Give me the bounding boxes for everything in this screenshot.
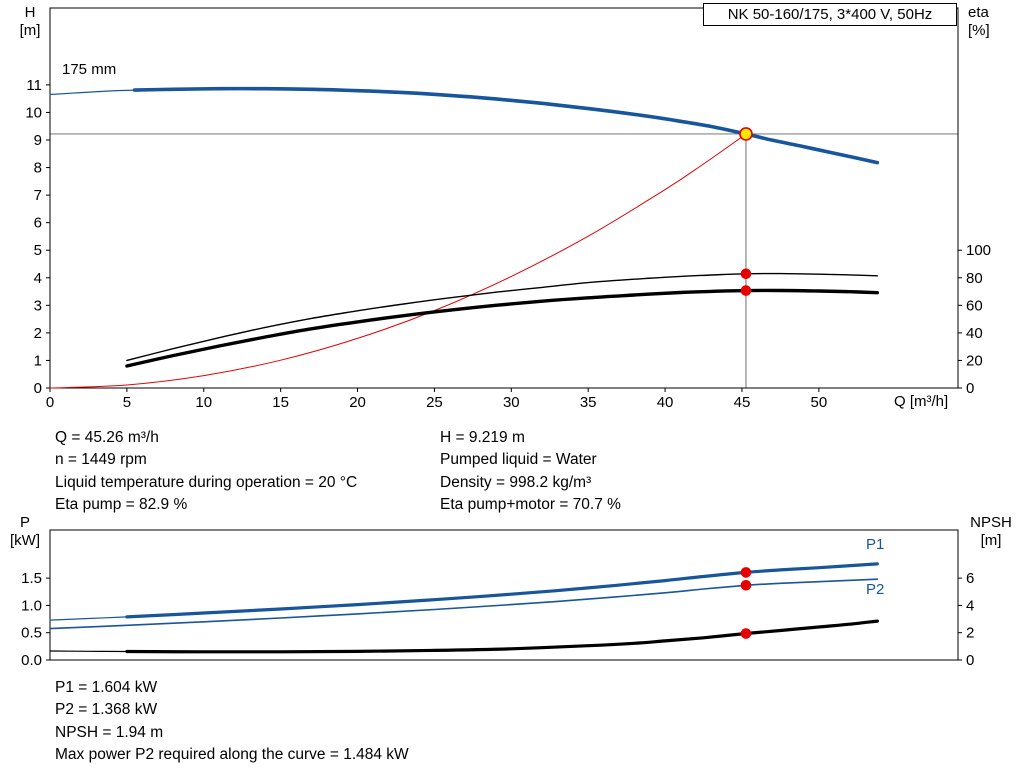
eta-pump-marker — [740, 268, 752, 280]
npsh-axis-label: NPSH [m] — [962, 514, 1020, 550]
y-right-tick-label: 4 — [966, 597, 974, 614]
npsh-marker — [740, 628, 752, 639]
y-left-tick-label: 3 — [34, 297, 42, 314]
y-right-tick-label: 100 — [966, 242, 991, 259]
y-right-tick-label: 80 — [966, 270, 983, 287]
head-curve-175mm — [132, 86, 880, 165]
liquid-temperature-text: Liquid temperature during operation = 20… — [55, 473, 358, 491]
y-left-tick-label: 0.5 — [21, 625, 42, 642]
pumped-liquid-text: Pumped liquid = Water — [440, 451, 597, 469]
y-left-tick-label: 11 — [26, 77, 42, 94]
p-axis-label-symbol: P — [19, 514, 30, 531]
npsh-curve-lead — [49, 650, 128, 653]
y-right-tick-label: 0 — [966, 380, 974, 397]
p1-curve-label: P1 — [866, 536, 885, 553]
x-tick-label: 15 — [272, 394, 289, 411]
y-left-tick-label: 5 — [34, 242, 42, 259]
h-axis-label-symbol: H — [24, 4, 36, 21]
x-tick-label: 20 — [349, 394, 366, 411]
p1-marker — [740, 567, 752, 578]
duty-head-text: H = 9.219 m — [440, 429, 525, 446]
y-left-tick-label: 0 — [34, 380, 42, 397]
y-left-tick-label: 8 — [34, 160, 42, 177]
y-left-tick-label: 6 — [34, 215, 42, 232]
npsh-curve — [125, 619, 879, 654]
chart-frame — [49, 529, 959, 661]
p2-value-text: P2 = 1.368 kW — [55, 701, 158, 719]
y-left-tick-label: 9 — [34, 132, 42, 149]
duty-info-left-column: Q = 45.26 m³/h n = 1449 rpm Liquid tempe… — [55, 427, 357, 517]
npsh-axis-label-symbol: NPSH — [970, 514, 1012, 531]
h-axis-label-unit: [m] — [19, 22, 41, 39]
q-axis-unit-label: Q [m³/h] — [894, 393, 949, 410]
y-left-tick-label: 1.0 — [21, 597, 42, 614]
max-power-text: Max power P2 required along the curve = … — [55, 746, 409, 764]
y-right-tick-label: 6 — [966, 570, 974, 587]
x-tick-label: 35 — [580, 394, 597, 411]
duty-point-marker — [739, 127, 753, 141]
eta-axis-label-unit: [%] — [968, 22, 990, 39]
eta-pump-motor-text: Eta pump+motor = 70.7 % — [440, 496, 621, 514]
npsh-axis-label-unit: [m] — [980, 532, 1002, 549]
y-left-tick-label: 2 — [34, 325, 42, 342]
duty-flow-text: Q = 45.26 m³/h — [55, 429, 159, 446]
x-tick-label: 40 — [657, 394, 674, 411]
p2-curve — [49, 578, 879, 630]
eta-axis-label-symbol: eta — [968, 4, 989, 21]
p-axis-label-unit: [kW] — [10, 532, 40, 549]
power-info-block: P1 = 1.604 kW P2 = 1.368 kW NPSH = 1.94 … — [55, 677, 409, 767]
y-right-tick-label: 2 — [966, 625, 974, 642]
y-left-tick-label: 1 — [34, 352, 42, 369]
chart-frame — [49, 7, 959, 389]
eta-axis-label: eta [%] — [968, 4, 1018, 40]
x-tick-label: 10 — [195, 394, 212, 411]
system-curve — [49, 133, 747, 389]
impeller-size-label: 175 mm — [62, 61, 117, 78]
y-right-tick-label: 40 — [966, 325, 983, 342]
x-tick-label: 50 — [810, 394, 827, 411]
x-tick-label: 0 — [46, 394, 54, 411]
y-left-tick-label: 7 — [34, 187, 42, 204]
density-text: Density = 998.2 kg/m³ — [440, 473, 592, 491]
eta-pump-text: Eta pump = 82.9 % — [55, 496, 188, 514]
y-right-tick-label: 20 — [966, 352, 983, 369]
p1-value-text: P1 = 1.604 kW — [55, 679, 158, 696]
h-axis-label: H [m] — [12, 4, 48, 40]
duty-info-right-column: H = 9.219 m Pumped liquid = Water Densit… — [440, 427, 621, 517]
eta-pump-motor-marker — [740, 285, 752, 296]
pump-speed-text: n = 1449 rpm — [55, 451, 147, 469]
npsh-value-text: NPSH = 1.94 m — [55, 723, 164, 741]
y-left-tick-label: 1.5 — [21, 570, 42, 587]
y-left-tick-label: 0.0 — [21, 652, 42, 669]
p-axis-label: P [kW] — [2, 514, 48, 550]
pump-title-box: NK 50-160/175, 3*400 V, 50Hz — [703, 3, 957, 26]
x-tick-label: 45 — [734, 394, 751, 411]
x-tick-label: 5 — [123, 394, 131, 411]
y-left-tick-label: 4 — [34, 270, 42, 287]
head-curve-lead — [49, 89, 136, 96]
p1-curve — [125, 562, 879, 619]
y-left-tick-label: 10 — [25, 104, 42, 121]
p1-curve-lead — [49, 616, 128, 621]
p2-curve-label: P2 — [866, 581, 885, 598]
p2-marker — [740, 580, 752, 591]
eta-pump-motor-curve — [125, 288, 879, 368]
x-tick-label: 30 — [503, 394, 520, 411]
y-right-tick-label: 0 — [966, 652, 974, 669]
y-right-tick-label: 60 — [966, 297, 983, 314]
eta-pump-curve — [126, 272, 878, 362]
x-tick-label: 25 — [426, 394, 443, 411]
